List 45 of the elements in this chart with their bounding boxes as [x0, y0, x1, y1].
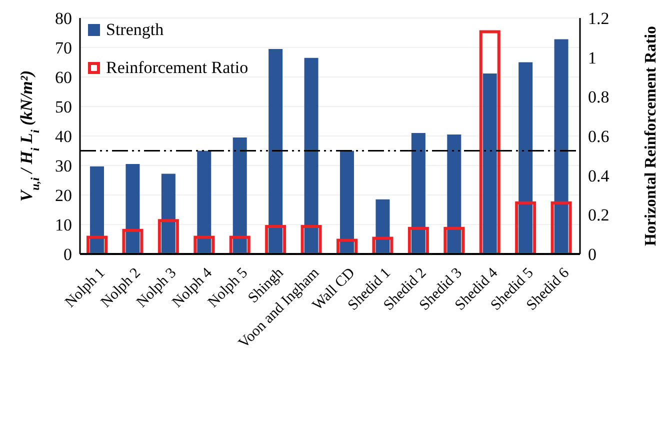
bar	[268, 48, 283, 254]
bar	[122, 228, 144, 254]
y-tick-label: 50	[55, 98, 72, 117]
bar	[304, 58, 318, 254]
bar	[340, 150, 354, 254]
y-tick-label: 20	[55, 186, 72, 206]
bar	[86, 236, 108, 254]
y2-tick-label: 1.2	[588, 9, 610, 28]
legend-label: Reinforcement Ratio	[106, 58, 248, 78]
y-tick-label: 0	[64, 245, 72, 264]
bar	[518, 62, 533, 254]
bar	[265, 224, 286, 254]
y-tick-label: 40	[55, 127, 72, 146]
bar	[229, 236, 250, 254]
y-tick-label: 10	[55, 216, 72, 235]
y-tick-label: 70	[55, 38, 72, 58]
bar	[479, 30, 500, 254]
bar	[161, 174, 176, 254]
bar	[515, 201, 536, 254]
y2-tick-label: 0.2	[588, 206, 610, 225]
bar	[376, 199, 390, 254]
bar	[232, 137, 247, 254]
bar	[554, 39, 568, 254]
bar	[336, 238, 358, 254]
bar	[411, 133, 426, 254]
y2-tick-label: 0.6	[588, 127, 610, 146]
bar	[444, 226, 465, 254]
y2-tick-label: 1	[588, 48, 596, 68]
bar	[197, 150, 212, 254]
legend-label: Strength	[106, 20, 164, 40]
bar	[408, 226, 429, 254]
y2-tick-label: 0	[588, 245, 596, 264]
bar	[194, 236, 215, 254]
bar	[482, 73, 497, 254]
y-tick-label: 60	[55, 68, 72, 88]
bar	[126, 164, 140, 254]
y-tick-label: 30	[55, 156, 72, 176]
bar	[90, 166, 104, 254]
y2-axis-title: Horizontal Reinforcement Ratio	[642, 26, 660, 246]
y2-tick-label: 0.8	[588, 88, 610, 107]
bar	[300, 224, 322, 254]
bar	[550, 201, 572, 254]
y-tick-label: 80	[55, 9, 72, 28]
y2-tick-label: 0.4	[588, 166, 610, 186]
bar	[447, 134, 462, 254]
